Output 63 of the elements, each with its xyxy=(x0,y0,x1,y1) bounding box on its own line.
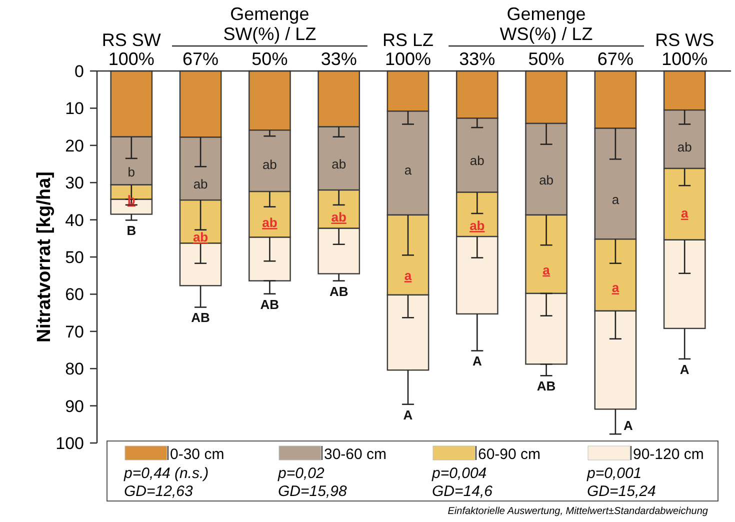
text: Einfaktorielle Auswertung, Mittelwert±Standardabweichung xyxy=(448,506,708,517)
data-label: ab xyxy=(262,156,277,172)
total-label: A xyxy=(680,362,690,377)
legend-label: 60-90 cm xyxy=(478,446,541,463)
y-tick-label: 60 xyxy=(65,285,84,304)
y-tick-label: 80 xyxy=(65,360,84,379)
data-label: a xyxy=(404,268,412,284)
y-tick-label: 70 xyxy=(65,322,84,342)
data-label: ab xyxy=(192,230,208,245)
data-label: ab xyxy=(470,218,485,234)
y-tick-label: 30 xyxy=(65,174,84,193)
text: Gemenge SW(%) / LZ xyxy=(223,4,316,44)
y-tick-label: 20 xyxy=(65,136,84,156)
total-label: A xyxy=(403,407,414,422)
text: p=0,44 (n.s.) xyxy=(123,465,209,482)
text: GD=15,24 xyxy=(587,483,656,500)
data-label: ab xyxy=(539,172,554,188)
text: Gemenge WS(%) / LZ xyxy=(500,4,593,44)
text: GD=14,6 xyxy=(432,483,494,500)
y-tick-label: 90 xyxy=(65,396,84,416)
data-label: a xyxy=(612,280,620,296)
total-label: AB xyxy=(191,310,210,326)
legend-label: 0-30 cm xyxy=(170,446,224,463)
data-label: b xyxy=(128,164,136,180)
data-label: ab xyxy=(193,176,208,192)
x-tick-label: RS SW 100% xyxy=(102,30,161,69)
x-tick-label: 67% xyxy=(597,49,634,69)
x-tick-label: 67% xyxy=(182,49,219,69)
y-tick-label: 10 xyxy=(65,99,84,118)
x-tick-label: RS WS 100% xyxy=(655,30,714,69)
y-tick-label: 50 xyxy=(65,248,84,267)
x-tick-label: 33% xyxy=(459,49,496,69)
data-label: a xyxy=(680,206,689,221)
total-label: A xyxy=(623,418,634,434)
y-tick-label: 100 xyxy=(56,434,84,453)
total-label: AB xyxy=(329,284,348,299)
text: p=0,02 xyxy=(277,465,325,482)
x-tick-label: 50% xyxy=(252,49,288,69)
y-tick-label: 40 xyxy=(65,210,84,230)
total-label: A xyxy=(472,354,482,369)
data-label: a xyxy=(542,262,551,278)
y-tick-label: 0 xyxy=(74,62,84,81)
text: p=0,001 xyxy=(586,465,642,482)
total-label: AB xyxy=(536,378,556,394)
text: GD=12,63 xyxy=(124,483,194,500)
legend-label: 90-120 cm xyxy=(633,446,704,463)
total-label: AB xyxy=(260,296,280,312)
x-tick-label: 50% xyxy=(528,49,564,69)
x-tick-label: 33% xyxy=(320,49,357,69)
data-label: b xyxy=(127,192,136,208)
y-axis-title: Nitratvorrat [kg/ha] xyxy=(34,171,55,343)
data-label: ab xyxy=(470,152,484,168)
data-label: ab xyxy=(262,215,278,230)
text: p=0,004 xyxy=(431,465,487,482)
legend-label: 30-60 cm xyxy=(324,446,387,463)
data-label: ab xyxy=(332,156,346,172)
text: GD=15,98 xyxy=(278,483,348,500)
data-label: a xyxy=(404,162,412,178)
data-label: ab xyxy=(331,210,346,225)
data-label: ab xyxy=(677,139,692,154)
data-label: a xyxy=(612,192,620,208)
x-tick-label: RS LZ 100% xyxy=(382,30,434,69)
total-label: B xyxy=(126,223,136,238)
